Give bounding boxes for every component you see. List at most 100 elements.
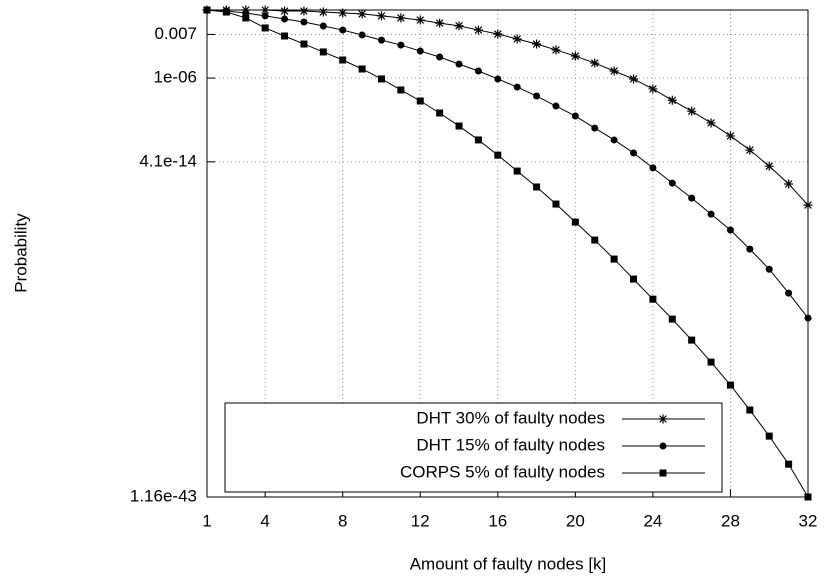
point <box>649 295 657 303</box>
point <box>552 200 560 208</box>
point <box>396 13 406 23</box>
point <box>358 31 366 39</box>
legend-marker <box>659 442 667 450</box>
point <box>571 112 579 120</box>
point <box>725 131 735 141</box>
legend-box <box>224 402 723 493</box>
point <box>300 40 308 48</box>
point <box>746 406 754 414</box>
point <box>261 12 269 20</box>
point <box>416 47 424 55</box>
point <box>512 34 522 44</box>
plot-frame <box>206 9 809 498</box>
point <box>668 179 676 187</box>
x-tick-label: 8 <box>338 511 347 530</box>
point <box>436 109 444 117</box>
legend-label: DHT 15% of faulty nodes <box>416 435 605 454</box>
point <box>494 75 502 83</box>
point <box>746 245 754 253</box>
point <box>261 24 269 32</box>
legend-marker <box>659 469 667 477</box>
point <box>591 124 599 132</box>
point <box>765 265 773 273</box>
point <box>260 5 270 15</box>
point <box>513 83 521 91</box>
point <box>339 26 347 34</box>
y-tick-label: 1.16e-43 <box>130 486 197 505</box>
point <box>726 381 734 389</box>
x-tick-label: 24 <box>643 511 662 530</box>
point <box>339 56 347 64</box>
x-tick-label: 28 <box>721 511 740 530</box>
point <box>630 275 638 283</box>
x-tick-label: 20 <box>566 511 585 530</box>
point <box>785 289 793 297</box>
x-tick-label: 1 <box>202 511 211 530</box>
y-tick-label: 1e-06 <box>154 68 197 87</box>
point <box>455 122 463 130</box>
series-line <box>207 9 809 206</box>
point <box>203 6 211 14</box>
point <box>785 460 793 468</box>
point <box>803 200 813 210</box>
point <box>376 11 386 21</box>
series-line <box>206 9 809 319</box>
x-tick-label: 32 <box>799 511 818 530</box>
point <box>804 493 812 501</box>
point <box>688 194 696 202</box>
point <box>281 15 289 23</box>
point <box>513 167 521 175</box>
legend-marker <box>658 414 668 424</box>
point <box>726 226 734 234</box>
y-tick-label: 0.007 <box>154 24 197 43</box>
point <box>707 210 715 218</box>
x-tick-label: 12 <box>411 511 430 530</box>
point <box>377 36 385 44</box>
point <box>358 65 366 73</box>
point <box>610 255 618 263</box>
point <box>745 145 755 155</box>
point <box>494 151 502 159</box>
point <box>648 84 658 94</box>
point <box>357 9 367 19</box>
point <box>590 58 600 68</box>
point <box>397 86 405 94</box>
point <box>435 18 445 28</box>
point <box>222 8 230 16</box>
point <box>474 67 482 75</box>
point <box>629 74 639 84</box>
point <box>281 32 289 40</box>
point <box>493 29 503 39</box>
point <box>667 95 677 105</box>
point <box>474 136 482 144</box>
point <box>552 102 560 110</box>
point <box>338 8 348 18</box>
point <box>280 6 290 16</box>
point <box>649 164 657 172</box>
point <box>784 179 794 189</box>
point <box>764 161 774 171</box>
point <box>455 60 463 68</box>
point <box>551 45 561 55</box>
point <box>688 336 696 344</box>
point <box>765 432 773 440</box>
y-tick-label: 4.1e-14 <box>139 151 197 170</box>
x-axis-label: Amount of faulty nodes [k] <box>410 554 607 573</box>
point <box>416 97 424 105</box>
y-axis-label: Probability <box>11 213 30 293</box>
point <box>532 39 542 49</box>
point <box>454 21 464 31</box>
point <box>318 7 328 17</box>
point <box>319 22 327 30</box>
point <box>242 14 250 22</box>
point <box>300 18 308 26</box>
point <box>377 75 385 83</box>
point <box>706 118 716 128</box>
point <box>630 149 638 157</box>
x-tick-label: 4 <box>260 511 269 530</box>
point <box>415 15 425 25</box>
point <box>707 358 715 366</box>
point <box>473 25 483 35</box>
point <box>533 183 541 191</box>
